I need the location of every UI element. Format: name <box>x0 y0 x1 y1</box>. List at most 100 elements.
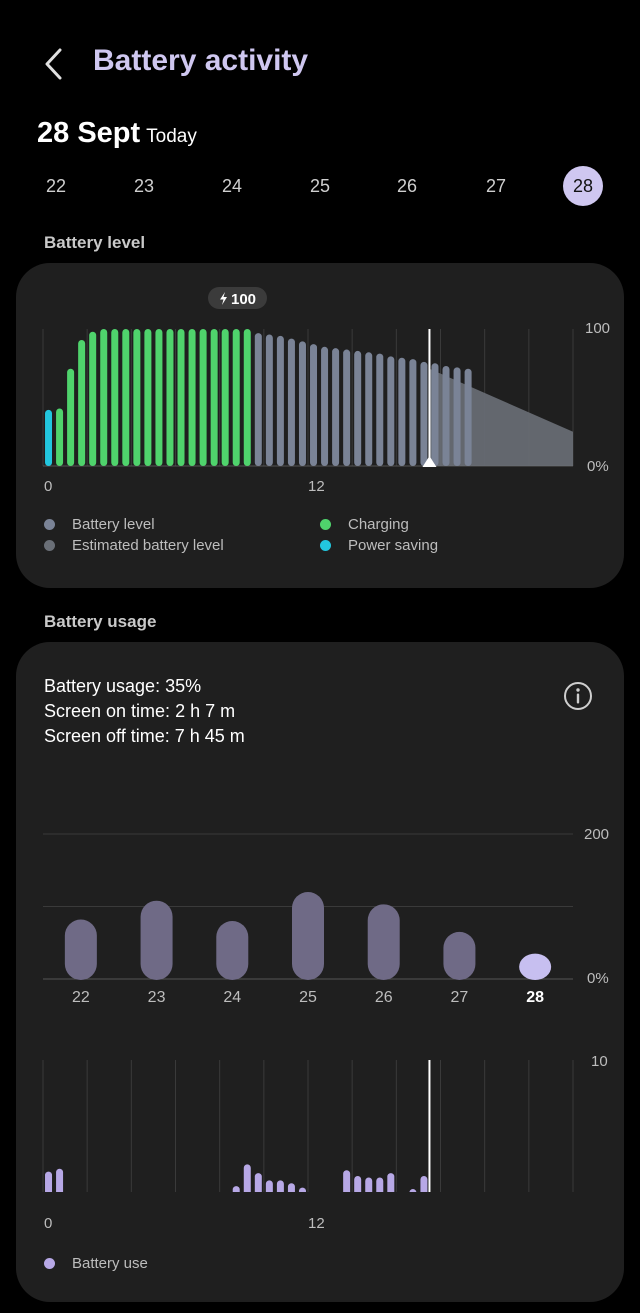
legend-charging: Charging <box>320 516 409 533</box>
charging-bar <box>166 329 174 466</box>
chart-bars <box>45 329 472 466</box>
x-tick-label: 23 <box>148 989 166 1006</box>
day-26[interactable]: 26 <box>396 176 418 196</box>
x-start-label: 0 <box>44 478 52 495</box>
battery-level-bar <box>310 344 318 466</box>
usage-bar-day-28 <box>519 953 552 980</box>
x-tick-labels: 22 23 24 25 26 27 28 <box>72 989 544 1006</box>
day-22[interactable]: 22 <box>45 176 67 196</box>
now-marker-triangle <box>422 456 437 467</box>
lightning-icon <box>220 292 227 305</box>
legend-dot <box>44 518 55 530</box>
charge-badge-value: 100 <box>231 291 256 308</box>
hourly-usage-bar <box>298 1187 306 1192</box>
battery-level-bar <box>332 348 340 466</box>
now-marker <box>422 329 437 467</box>
day-24[interactable]: 24 <box>221 176 243 196</box>
hourly-x-mid-label: 12 <box>308 1215 325 1232</box>
charging-bar <box>199 329 207 466</box>
x-tick-label: 28 <box>526 989 544 1006</box>
day-25[interactable]: 25 <box>309 176 331 196</box>
day-27[interactable]: 27 <box>485 176 507 196</box>
battery-level-bar <box>287 338 295 466</box>
legend-dot <box>320 518 331 530</box>
x-tick-label: 26 <box>375 989 393 1006</box>
chart-grid <box>42 1060 574 1192</box>
hourly-usage-bar <box>365 1177 373 1192</box>
hourly-usage-bar <box>343 1170 351 1192</box>
day-23[interactable]: 23 <box>133 176 155 196</box>
date-main: 28 Sept <box>37 117 141 149</box>
charging-bar <box>188 329 196 466</box>
charging-bar <box>56 408 64 466</box>
charging-bar <box>177 329 185 466</box>
battery-level-bar <box>321 346 329 466</box>
usage-bar-day-26 <box>367 904 400 980</box>
legend-dot <box>320 539 331 551</box>
screen-off-stat: Screen off time: 7 h 45 m <box>44 726 245 746</box>
usage-bar-day-23 <box>140 900 173 980</box>
hourly-usage-bar <box>354 1176 362 1192</box>
battery-level-bar <box>387 356 395 466</box>
hourly-usage-bar <box>276 1180 284 1192</box>
battery-level-bar <box>365 352 373 466</box>
legend-label: Battery use <box>72 1255 148 1272</box>
battery-level-section-title: Battery level <box>44 233 146 252</box>
page-title: Battery activity <box>93 44 309 77</box>
charging-bar <box>111 329 119 466</box>
back-arrow-icon[interactable] <box>40 44 72 84</box>
hourly-usage-bar <box>243 1164 251 1192</box>
y-max-label: 10 <box>591 1053 608 1070</box>
y-min-label: 0% <box>587 458 609 475</box>
charging-bar <box>89 331 97 466</box>
legend-battery-level: Battery level <box>44 516 155 533</box>
x-mid-label: 12 <box>308 478 325 495</box>
hourly-x-start-label: 0 <box>44 1215 53 1232</box>
day-selector: 22 23 24 25 26 27 28 <box>20 166 620 206</box>
hourly-usage-bar <box>420 1176 428 1192</box>
charging-bar <box>67 368 75 466</box>
battery-level-bar <box>431 363 439 466</box>
y-min-label: 0% <box>587 970 609 987</box>
battery-level-bar <box>376 353 384 466</box>
legend-power-saving: Power saving <box>320 537 438 554</box>
legend-battery-use: Battery use <box>44 1255 148 1272</box>
charging-bar <box>210 329 218 466</box>
hourly-usage-bar <box>265 1180 273 1192</box>
hourly-usage-bar <box>409 1189 417 1192</box>
battery-usage-stat: Battery usage: 35% <box>44 676 202 696</box>
hourly-usage-bar <box>45 1171 53 1192</box>
x-tick-label: 27 <box>451 989 469 1006</box>
chart-bars <box>45 1164 428 1192</box>
battery-level-bar <box>442 365 450 466</box>
hourly-usage-bar <box>254 1173 262 1192</box>
legend-label: Estimated battery level <box>72 537 224 554</box>
battery-usage-section-title: Battery usage <box>44 612 157 631</box>
charging-bar <box>100 329 108 466</box>
estimated-battery-area <box>429 368 573 466</box>
screen-on-stat: Screen on time: 2 h 7 m <box>44 701 236 721</box>
date-heading: 28 Sept Today <box>37 117 197 150</box>
battery-level-bar <box>343 349 351 466</box>
battery-level-bar <box>354 350 362 466</box>
date-sub: Today <box>146 126 197 147</box>
hourly-usage-bar <box>376 1177 384 1192</box>
charging-bar <box>122 329 130 466</box>
battery-level-bar <box>409 359 417 466</box>
battery-usage-card: Battery usage: 35% Screen on time: 2 h 7… <box>16 642 624 1302</box>
x-tick-label: 22 <box>72 989 90 1006</box>
day-28-selected[interactable]: 28 <box>563 166 603 206</box>
battery-level-bar <box>265 334 273 466</box>
charge-badge: 100 <box>208 287 267 309</box>
charging-bar <box>232 329 240 466</box>
power-saving-bar <box>45 409 53 466</box>
legend-dot <box>44 1257 55 1269</box>
battery-level-bar <box>254 333 262 466</box>
usage-bar-day-25 <box>292 892 324 980</box>
charging-bar <box>155 329 163 466</box>
charging-bar <box>133 329 141 466</box>
info-icon[interactable] <box>562 680 594 712</box>
charging-bar <box>144 329 152 466</box>
hourly-usage-bar <box>232 1186 240 1192</box>
hourly-usage-bar <box>387 1173 395 1192</box>
